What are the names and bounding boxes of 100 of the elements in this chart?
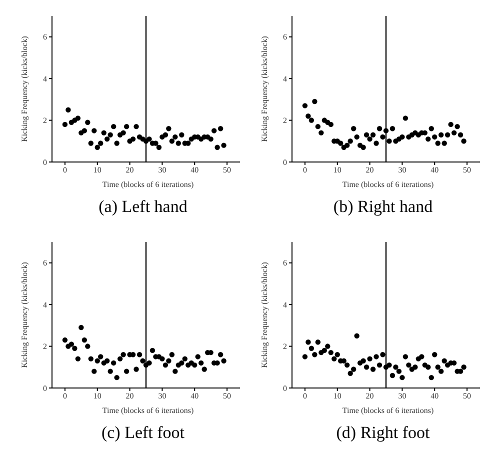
point [360,144,366,150]
point [140,358,146,364]
point [78,324,84,330]
x-tick-label: 40 [430,166,439,175]
text: (b) Right hand [332,197,434,217]
point [438,368,444,374]
x-tick-label: 40 [190,392,199,401]
point [315,340,321,345]
point [124,124,130,130]
x-tick-label: 20 [366,166,374,175]
point [98,354,104,360]
x-axis-title: Time (blocks of 6 iterations) [101,180,195,189]
point [62,122,68,128]
point [461,138,466,144]
point [308,346,314,351]
x-tick-label: 30 [398,392,406,401]
point [134,366,139,372]
point [179,360,184,366]
y-tick-label: 0 [43,384,47,393]
point [454,124,460,130]
point [332,356,337,362]
point [367,136,372,142]
point [380,352,386,358]
point [348,370,353,376]
point [374,354,379,360]
point [402,116,408,121]
point [344,362,350,368]
point [348,138,353,144]
point [376,126,382,132]
point [179,132,184,138]
point [426,136,431,142]
point [176,140,182,146]
point [328,350,334,356]
point [221,142,226,148]
point [383,128,389,134]
x-tick-label: 20 [126,392,134,401]
text: (d) Right foot [335,423,431,443]
point [108,368,113,374]
y-tick-label: 2 [43,116,47,126]
point [172,134,178,140]
point [182,356,188,362]
point [370,366,376,372]
point [172,368,178,374]
y-tick-label: 4 [283,74,287,84]
x-tick-label: 50 [463,392,472,401]
x-tick-label: 50 [223,392,232,401]
point [98,140,104,146]
point [338,140,344,146]
point [75,356,81,362]
x-tick-label: 0 [62,166,67,175]
x-tick-label: 10 [333,392,342,401]
y-tick-label: 2 [283,342,287,352]
point [124,368,130,374]
point [458,132,464,138]
x-tick-label: 20 [126,166,134,175]
text: (a) Left hand [98,197,188,217]
y-tick-label: 6 [283,258,287,268]
point [461,364,466,370]
point [134,124,139,130]
point [130,136,136,142]
point [380,134,386,140]
point [344,142,350,148]
point [360,358,366,364]
point [451,130,457,136]
point [308,118,314,123]
point [104,136,110,142]
point [92,368,97,374]
x-tick-label: 20 [366,392,374,401]
x-tick-label: 40 [190,166,199,175]
point [117,356,123,362]
point [364,132,370,138]
y-axis-title: Kicking Frequency (kicks/block) [20,262,29,368]
point [150,348,156,354]
x-tick-label: 0 [302,392,307,401]
point [400,134,405,140]
point [406,362,412,368]
point [186,140,191,146]
point [114,374,120,380]
point [169,138,175,144]
x-tick-label: 30 [158,392,166,401]
x-tick-label: 0 [62,392,67,401]
point [374,140,379,146]
y-tick-label: 0 [43,158,47,167]
point [85,344,90,349]
point [162,362,168,368]
point [312,352,318,358]
point [306,340,311,345]
point [211,128,217,134]
point [325,344,330,349]
x-tick-label: 10 [333,166,342,175]
point [218,352,224,358]
y-tick-label: 0 [283,384,287,393]
point [88,140,94,146]
point [85,120,90,125]
point [426,364,431,370]
point [432,352,438,358]
point [195,354,200,360]
point [108,132,113,138]
point [110,360,116,366]
point [412,364,418,370]
